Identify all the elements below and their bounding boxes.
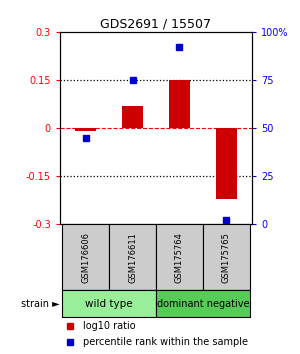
Bar [109, 224, 156, 290]
Text: percentile rank within the sample: percentile rank within the sample [83, 337, 248, 347]
Bar [62, 290, 156, 318]
Bar [62, 224, 109, 290]
Text: GSM176606: GSM176606 [81, 232, 90, 283]
Bar [156, 224, 203, 290]
Bar [169, 80, 190, 128]
Text: log10 ratio: log10 ratio [83, 321, 136, 331]
Text: GSM175764: GSM175764 [175, 232, 184, 283]
Text: GSM176611: GSM176611 [128, 232, 137, 283]
Bar [156, 290, 250, 318]
Text: strain ►: strain ► [21, 299, 59, 309]
Text: wild type: wild type [85, 299, 133, 309]
Text: GSM175765: GSM175765 [222, 232, 231, 283]
Bar [216, 128, 237, 199]
Title: GDS2691 / 15507: GDS2691 / 15507 [100, 18, 212, 31]
Bar [75, 128, 96, 131]
Bar [122, 105, 143, 128]
Text: dominant negative: dominant negative [157, 299, 249, 309]
Bar [203, 224, 250, 290]
